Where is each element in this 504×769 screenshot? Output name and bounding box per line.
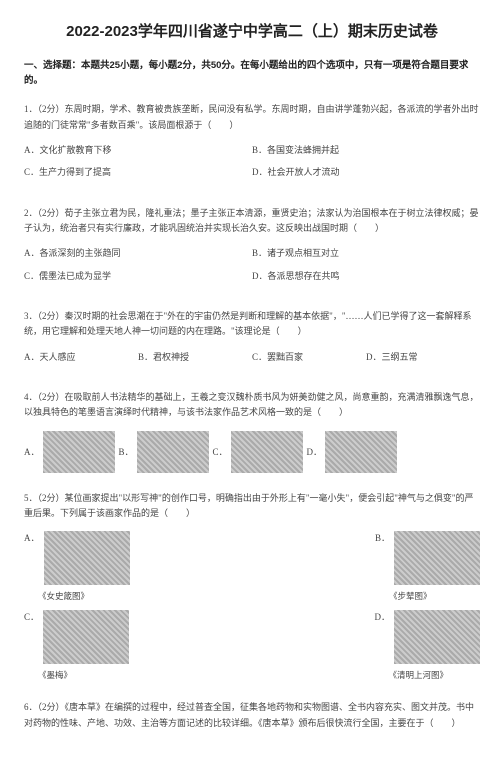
question-1-text: 1．（2分）东周时期，学术、教育被贵族垄断，民间没有私学。东周时期，自由讲学蓬勃… (24, 102, 480, 133)
q5-option-d: D． 《清明上河图》 (375, 610, 481, 683)
q5-label-a: A． (24, 531, 40, 545)
q2-option-c: C．儒墨法已成为显学 (24, 269, 252, 283)
question-6: 6．（2分）《唐本草》在编撰的过程中，经过普查全国，征集各地药物和实物图谱、全书… (24, 700, 480, 731)
question-3: 3．（2分）秦汉时期的社会思潮在于"外在的宇宙仍然是判断和理解的基本依据"，"…… (24, 309, 480, 372)
question-2-options: A．各派深刻的主张趋同 B．诸子观点相互对立 C．儒墨法已成为显学 D．各派思想… (24, 246, 480, 291)
q3-option-d: D．三纲五常 (366, 350, 480, 364)
q5-option-b: B． 《步辇图》 (375, 531, 480, 604)
question-5: 5．（2分）某位画家提出"以形写神"的创作口号，明确指出由于外形上有"一毫小失"… (24, 491, 480, 683)
q5-label-d: D． (375, 610, 391, 624)
question-4-options: A． B． C． D． (24, 431, 480, 473)
question-6-text: 6．（2分）《唐本草》在编撰的过程中，经过普查全国，征集各地药物和实物图谱、全书… (24, 700, 480, 731)
q4-option-d: D． (307, 431, 398, 473)
q5-option-a: A． 《女史箴图》 (24, 531, 130, 604)
question-3-text: 3．（2分）秦汉时期的社会思潮在于"外在的宇宙仍然是判断和理解的基本依据"，"…… (24, 309, 480, 340)
q5-label-b: B． (375, 531, 390, 545)
question-4: 4．（2分）在吸取前人书法精华的基础上，王羲之变汉魏朴质书风为妍美劲健之风，尚意… (24, 390, 480, 473)
q4-option-c: C． (213, 431, 303, 473)
question-4-text: 4．（2分）在吸取前人书法精华的基础上，王羲之变汉魏朴质书风为妍美劲健之风，尚意… (24, 390, 480, 421)
question-1: 1．（2分）东周时期，学术、教育被贵族垄断，民间没有私学。东周时期，自由讲学蓬勃… (24, 102, 480, 187)
q4-image-c (231, 431, 303, 473)
q5-caption-b: 《步辇图》 (389, 590, 432, 604)
q2-option-b: B．诸子观点相互对立 (252, 246, 480, 260)
q5-label-c: C． (24, 610, 39, 624)
q4-label-a: A． (24, 445, 40, 459)
q5-caption-c: 《墨梅》 (38, 669, 72, 683)
q2-option-a: A．各派深刻的主张趋同 (24, 246, 252, 260)
q5-image-b (394, 531, 480, 585)
question-5-row2: C． 《墨梅》 D． 《清明上河图》 (24, 610, 480, 683)
q3-option-c: C．罢黜百家 (252, 350, 366, 364)
question-5-row1: A． 《女史箴图》 B． 《步辇图》 (24, 531, 480, 604)
question-2: 2．（2分）荀子主张立君为民，隆礼重法；墨子主张正本清源，重贤史治；法家认为治国… (24, 206, 480, 291)
q5-option-c: C． 《墨梅》 (24, 610, 129, 683)
q4-option-a: A． (24, 431, 115, 473)
q1-option-c: C．生产力得到了提高 (24, 165, 252, 179)
question-3-options: A．天人感应 B．君权神授 C．罢黜百家 D．三纲五常 (24, 350, 480, 372)
q3-option-a: A．天人感应 (24, 350, 138, 364)
q5-image-c (43, 610, 129, 664)
question-5-text: 5．（2分）某位画家提出"以形写神"的创作口号，明确指出由于外形上有"一毫小失"… (24, 491, 480, 522)
question-1-options: A．文化扩散教育下移 B．各国变法蜂拥并起 C．生产力得到了提高 D．社会开放人… (24, 143, 480, 188)
q4-label-b: B． (119, 445, 134, 459)
page-title: 2022-2023学年四川省遂宁中学高二（上）期末历史试卷 (24, 20, 480, 44)
q5-image-a (44, 531, 130, 585)
q1-option-d: D．社会开放人才流动 (252, 165, 480, 179)
section-heading: 一、选择题：本题共25小题，每小题2分，共50分。在每小题给出的四个选项中，只有… (24, 58, 480, 88)
q5-image-d (394, 610, 480, 664)
q1-option-a: A．文化扩散教育下移 (24, 143, 252, 157)
q3-option-b: B．君权神授 (138, 350, 252, 364)
q4-label-d: D． (307, 445, 323, 459)
q4-image-b (137, 431, 209, 473)
q4-image-d (325, 431, 397, 473)
q4-option-b: B． (119, 431, 209, 473)
q4-image-a (43, 431, 115, 473)
q5-caption-d: 《清明上河图》 (389, 669, 449, 683)
q4-label-c: C． (213, 445, 228, 459)
q2-option-d: D．各派思想存在共鸣 (252, 269, 480, 283)
q5-caption-a: 《女史箴图》 (38, 590, 89, 604)
question-2-text: 2．（2分）荀子主张立君为民，隆礼重法；墨子主张正本清源，重贤史治；法家认为治国… (24, 206, 480, 237)
q1-option-b: B．各国变法蜂拥并起 (252, 143, 480, 157)
